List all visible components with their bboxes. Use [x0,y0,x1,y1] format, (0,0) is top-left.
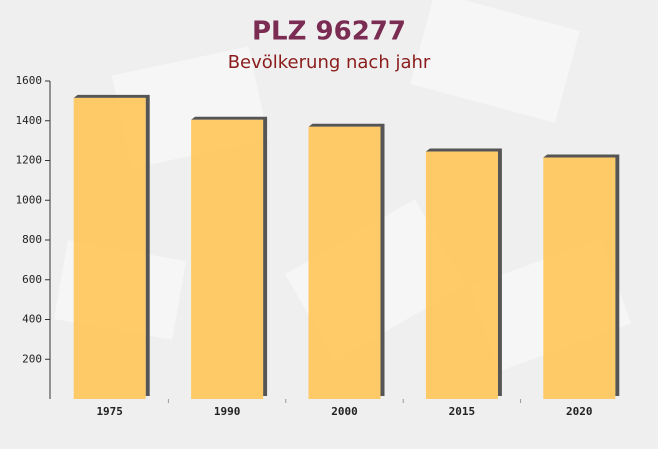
x-tick-label: 1975 [96,405,123,418]
y-tick-label: 1000 [16,193,43,206]
bar [543,157,616,399]
bar [191,119,264,399]
y-tick-label: 200 [22,352,42,365]
y-tick-label: 1600 [16,74,43,87]
chart-subtitle: Bevölkerung nach jahr [228,52,431,73]
y-tick-label: 1400 [16,114,43,127]
bar [73,97,146,400]
bar [425,151,498,399]
bar [308,126,381,400]
x-tick-label: 2000 [331,405,358,418]
x-tick-label: 1990 [214,405,241,418]
x-tick-label: 2015 [449,405,476,418]
y-tick-label: 1200 [16,154,43,167]
chart-title: PLZ 96277 [252,17,406,47]
y-tick-label: 600 [22,273,42,286]
y-tick-label: 800 [22,233,42,246]
y-tick-label: 400 [22,313,42,326]
x-tick-label: 2020 [566,405,593,418]
